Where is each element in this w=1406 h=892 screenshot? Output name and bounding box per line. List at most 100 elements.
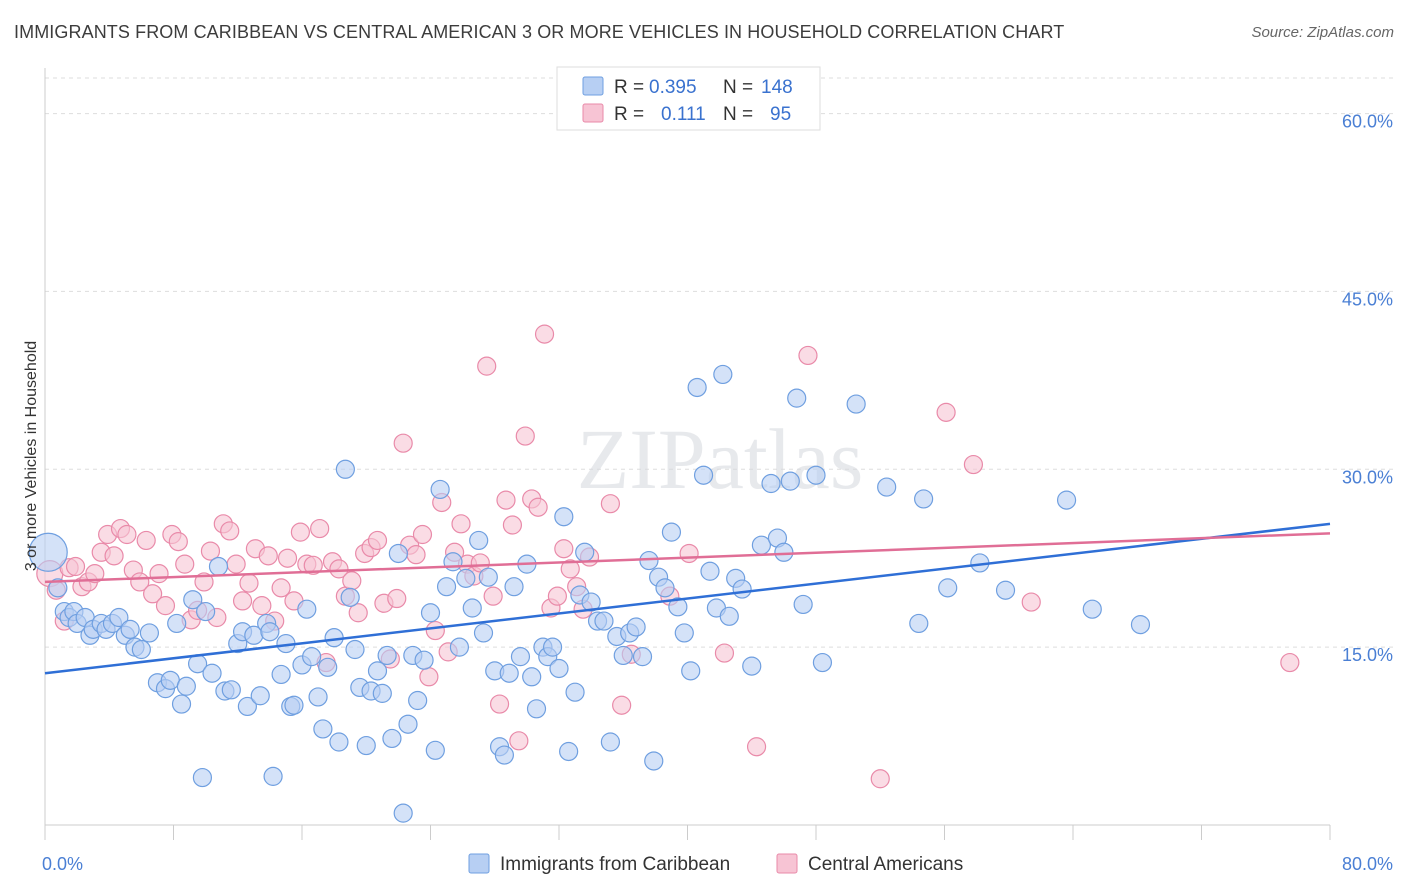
caribbean-point <box>668 597 688 617</box>
central-american-point <box>612 695 632 715</box>
caribbean-point <box>499 663 519 683</box>
series-label-caribbean: Immigrants from Caribbean <box>500 854 730 875</box>
x-tick-label-end: 80.0% <box>1342 854 1393 874</box>
central-american-point <box>104 546 124 566</box>
central-american-point <box>714 643 735 663</box>
caribbean-point <box>504 577 524 597</box>
central-american-point <box>348 603 368 623</box>
caribbean-point <box>393 803 413 823</box>
caribbean-point <box>510 647 531 667</box>
legend-n-label-2: N = <box>723 104 753 125</box>
caribbean-point <box>208 556 229 577</box>
central-american-point <box>746 737 767 757</box>
central-american-point <box>798 345 818 366</box>
caribbean-point <box>478 567 498 587</box>
caribbean-point <box>626 617 646 637</box>
central-american-point <box>387 588 407 609</box>
central-american-point <box>477 356 497 376</box>
caribbean-point <box>176 676 196 696</box>
central-american-point <box>1280 652 1300 673</box>
caribbean-point <box>812 652 833 673</box>
caribbean-point <box>938 578 958 598</box>
caribbean-point <box>167 613 187 634</box>
y-tick-label: 30.0% <box>1342 467 1393 487</box>
central-american-point <box>489 694 510 714</box>
central-american-point <box>483 586 503 606</box>
grid-lines <box>45 77 1395 648</box>
caribbean-point <box>751 535 771 555</box>
central-american-point <box>600 494 621 514</box>
caribbean-point <box>171 694 192 714</box>
central-american-point <box>277 548 298 568</box>
caribbean-point <box>674 623 694 643</box>
central-american-point <box>425 620 445 641</box>
caribbean-point <box>48 578 68 598</box>
trend-line-caribbean <box>44 522 1331 675</box>
x-tick-labels: 0.0% 80.0% <box>42 854 1393 874</box>
caribbean-point <box>335 459 355 479</box>
caribbean-point <box>742 656 762 676</box>
caribbean-point <box>382 728 402 749</box>
caribbean-point <box>1056 490 1077 510</box>
caribbean-point <box>693 465 714 485</box>
caribbean-point <box>196 601 216 622</box>
series-legend: Immigrants from Caribbean Central Americ… <box>468 853 963 875</box>
caribbean-point <box>1082 599 1102 619</box>
caribbean-point <box>581 592 601 612</box>
central-american-point <box>963 454 984 475</box>
central-american-point <box>65 556 86 577</box>
caribbean-point <box>761 473 781 494</box>
series-swatch-caribbean <box>468 853 490 874</box>
caribbean-point <box>995 580 1016 600</box>
central-american-point <box>200 541 221 561</box>
caribbean-point <box>120 619 140 639</box>
caribbean-point <box>456 568 476 588</box>
central-american-point <box>271 578 291 598</box>
y-tick-labels: 15.0% 30.0% 45.0% 60.0% <box>1342 112 1393 666</box>
caribbean-point <box>793 594 813 615</box>
central-american-point <box>303 555 323 575</box>
caribbean-point <box>780 471 800 491</box>
caribbean-point <box>131 639 151 660</box>
central-american-point <box>239 573 259 593</box>
caribbean-point <box>909 613 929 634</box>
central-american-point <box>143 584 163 604</box>
caribbean-point <box>430 479 450 500</box>
caribbean-point <box>263 766 283 786</box>
data-points <box>28 324 1300 823</box>
legend-n-label-1: N = <box>723 77 753 98</box>
legend-n-value-2: 95 <box>770 104 791 125</box>
caribbean-point <box>526 699 547 719</box>
caribbean-point <box>250 686 270 706</box>
caribbean-point <box>109 607 129 628</box>
caribbean-point <box>575 542 595 562</box>
x-tick-label-start: 0.0% <box>42 854 83 874</box>
central-american-point <box>393 433 413 453</box>
central-american-point <box>509 731 529 751</box>
caribbean-point <box>183 590 203 610</box>
caribbean-point <box>260 622 280 642</box>
caribbean-point <box>681 661 701 681</box>
caribbean-point <box>284 695 304 715</box>
caribbean-point <box>408 690 428 711</box>
central-american-point <box>412 524 433 545</box>
caribbean-point <box>202 663 222 683</box>
caribbean-point <box>661 522 682 542</box>
caribbean-point <box>425 740 445 760</box>
series-swatch-central-americans <box>776 853 798 874</box>
legend-swatch-blue <box>582 76 604 96</box>
caribbean-point <box>700 561 720 581</box>
central-american-point <box>168 532 188 552</box>
trend-lines <box>44 522 1331 675</box>
caribbean-point <box>340 587 360 607</box>
caribbean-point <box>565 682 585 702</box>
central-american-point <box>136 530 156 551</box>
caribbean-point <box>732 579 752 599</box>
central-american-point <box>496 490 516 510</box>
legend-r-value-2: 0.111 <box>661 104 706 125</box>
caribbean-point <box>436 577 457 597</box>
caribbean-point <box>271 664 291 685</box>
caribbean-point <box>473 623 494 643</box>
caribbean-point <box>914 489 934 509</box>
central-american-point <box>155 596 176 616</box>
